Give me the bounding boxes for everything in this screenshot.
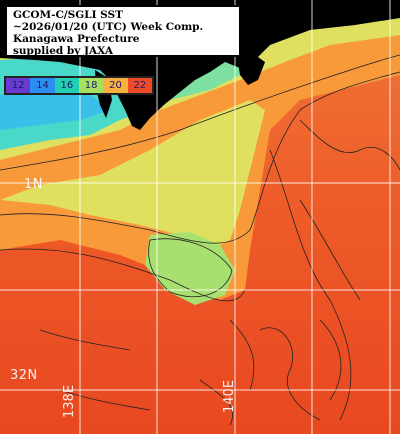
legend-label: 18 bbox=[84, 80, 98, 91]
ocean-colder-band bbox=[0, 85, 110, 130]
temperature-legend: 12 14 16 18 20 22 bbox=[4, 76, 154, 95]
land-boso-peninsula bbox=[238, 55, 265, 85]
legend-label: 22 bbox=[133, 80, 147, 91]
legend-item-14: 14 bbox=[30, 78, 55, 93]
legend-item-16: 16 bbox=[54, 78, 79, 93]
ocean-green-pocket bbox=[145, 232, 235, 305]
title-line-3: Kanagawa Prefecture bbox=[13, 33, 140, 45]
legend-item-22: 22 bbox=[127, 78, 152, 93]
title-line-4: supplied by JAXA bbox=[13, 45, 114, 57]
lat-label-north: 1N bbox=[24, 177, 43, 192]
lon-label-138e: 138E bbox=[62, 384, 77, 418]
legend-label: 14 bbox=[36, 80, 49, 91]
title-line-1: GCOM-C/SGLI SST bbox=[13, 9, 123, 21]
legend-item-18: 18 bbox=[78, 78, 104, 93]
map-title-box: GCOM-C/SGLI SST ~2026/01/20 (UTC) Week C… bbox=[5, 5, 241, 57]
legend-item-20: 20 bbox=[103, 78, 128, 93]
legend-label: 20 bbox=[109, 80, 122, 91]
lat-label-32n: 32N bbox=[10, 368, 38, 383]
legend-item-12: 12 bbox=[6, 78, 31, 93]
legend-label: 16 bbox=[60, 80, 74, 91]
title-line-2: ~2026/01/20 (UTC) Week Comp. bbox=[13, 21, 204, 33]
lon-label-140e: 140E bbox=[222, 379, 237, 413]
legend-label: 12 bbox=[11, 80, 25, 91]
